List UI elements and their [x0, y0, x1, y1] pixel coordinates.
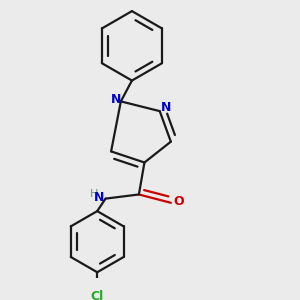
Text: N: N [160, 101, 171, 114]
Text: N: N [111, 93, 121, 106]
Text: Cl: Cl [91, 290, 104, 300]
Text: H: H [90, 189, 99, 199]
Text: O: O [173, 195, 184, 208]
Text: N: N [94, 191, 105, 204]
